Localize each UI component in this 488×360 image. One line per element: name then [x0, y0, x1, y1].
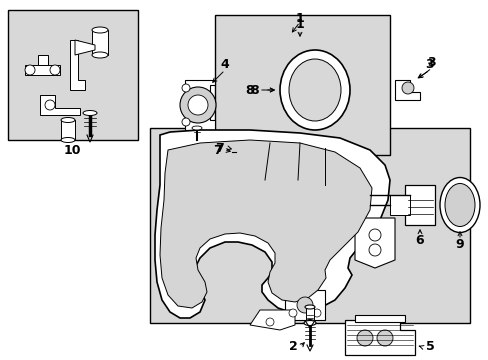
- Polygon shape: [404, 185, 434, 225]
- Polygon shape: [345, 320, 414, 355]
- Circle shape: [182, 84, 190, 92]
- Polygon shape: [394, 80, 419, 100]
- Polygon shape: [38, 55, 48, 65]
- Text: 2: 2: [288, 341, 297, 354]
- Text: 1: 1: [295, 18, 304, 31]
- Circle shape: [265, 318, 273, 326]
- Ellipse shape: [439, 177, 479, 233]
- FancyBboxPatch shape: [150, 128, 469, 323]
- FancyBboxPatch shape: [8, 10, 138, 140]
- Circle shape: [25, 65, 35, 75]
- Text: 4: 4: [220, 58, 229, 72]
- Circle shape: [180, 87, 216, 123]
- Text: 10: 10: [63, 144, 81, 157]
- Text: 8: 8: [245, 84, 254, 96]
- Polygon shape: [160, 140, 371, 308]
- Ellipse shape: [304, 320, 315, 325]
- Circle shape: [312, 309, 320, 317]
- Circle shape: [288, 309, 296, 317]
- Circle shape: [50, 65, 60, 75]
- Circle shape: [296, 297, 312, 313]
- Text: 5: 5: [425, 341, 433, 354]
- Circle shape: [401, 82, 413, 94]
- Ellipse shape: [83, 111, 97, 116]
- Ellipse shape: [92, 27, 108, 33]
- Circle shape: [45, 100, 55, 110]
- Text: 7: 7: [213, 144, 222, 157]
- Polygon shape: [354, 315, 404, 322]
- Ellipse shape: [92, 52, 108, 58]
- Circle shape: [368, 244, 380, 256]
- Text: 1: 1: [295, 12, 304, 24]
- Polygon shape: [389, 195, 409, 215]
- Text: 9: 9: [455, 238, 464, 252]
- Ellipse shape: [305, 320, 314, 324]
- Circle shape: [356, 330, 372, 346]
- Ellipse shape: [61, 117, 75, 122]
- Circle shape: [376, 330, 392, 346]
- Circle shape: [368, 229, 380, 241]
- Polygon shape: [155, 130, 389, 318]
- FancyBboxPatch shape: [215, 15, 389, 155]
- Polygon shape: [40, 95, 80, 115]
- Polygon shape: [75, 40, 95, 55]
- Ellipse shape: [61, 138, 75, 143]
- Circle shape: [187, 95, 207, 115]
- Polygon shape: [70, 40, 85, 90]
- Text: 8: 8: [250, 84, 259, 96]
- Text: 6: 6: [415, 234, 424, 247]
- Text: 7: 7: [215, 141, 224, 154]
- Ellipse shape: [305, 305, 314, 309]
- Text: 3: 3: [425, 58, 433, 72]
- Polygon shape: [184, 80, 215, 130]
- FancyBboxPatch shape: [305, 307, 313, 322]
- Ellipse shape: [288, 59, 340, 121]
- Polygon shape: [285, 290, 325, 320]
- Polygon shape: [236, 145, 251, 158]
- Ellipse shape: [444, 184, 474, 226]
- Circle shape: [182, 118, 190, 126]
- Text: 3: 3: [427, 55, 435, 68]
- Ellipse shape: [280, 50, 349, 130]
- FancyBboxPatch shape: [61, 120, 75, 140]
- Polygon shape: [249, 310, 294, 330]
- Ellipse shape: [192, 126, 202, 130]
- FancyBboxPatch shape: [92, 30, 108, 55]
- Polygon shape: [354, 218, 394, 268]
- Polygon shape: [25, 65, 60, 75]
